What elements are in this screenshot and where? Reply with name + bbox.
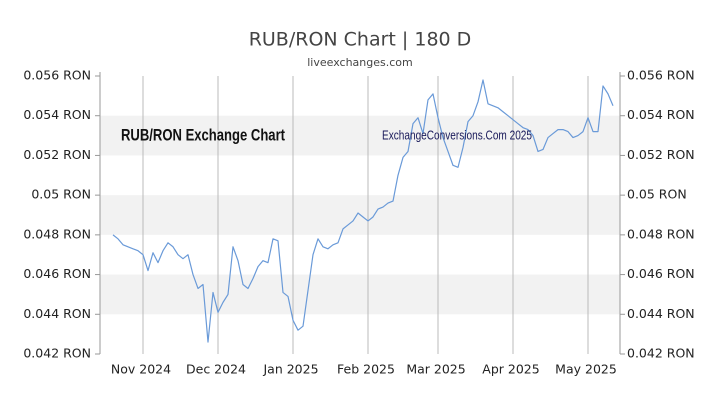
y2-tick-label: 0.042 RON <box>627 346 695 361</box>
y-tick-label: 0.046 RON <box>23 266 91 281</box>
grid-band <box>100 274 620 315</box>
y-tick-label: 0.052 RON <box>23 147 91 162</box>
x-tick-label: Feb 2025 <box>337 362 395 377</box>
x-tick-label: Dec 2024 <box>186 362 246 377</box>
y2-tick-label: 0.044 RON <box>627 306 695 321</box>
x-tick-label: May 2025 <box>555 362 617 377</box>
y2-tick-label: 0.048 RON <box>627 226 695 241</box>
chart-subtitle: liveexchanges.com <box>307 56 412 69</box>
watermark-left: RUB/RON Exchange Chart <box>121 125 285 144</box>
y-tick-label: 0.056 RON <box>23 68 91 83</box>
y2-tick-label: 0.056 RON <box>627 68 695 83</box>
x-tick-label: Jan 2025 <box>262 362 318 377</box>
y-tick-label: 0.054 RON <box>23 107 91 122</box>
y-tick-label: 0.05 RON <box>31 187 91 202</box>
x-tick-label: Apr 2025 <box>482 362 539 377</box>
x-tick-label: Mar 2025 <box>406 362 465 377</box>
y2-tick-label: 0.05 RON <box>627 187 687 202</box>
watermark-right: ExchangeConversions.Com 2025 <box>382 128 532 142</box>
y-tick-label: 0.044 RON <box>23 306 91 321</box>
x-tick-label: Nov 2024 <box>111 362 171 377</box>
y2-tick-label: 0.046 RON <box>627 266 695 281</box>
y2-tick-label: 0.054 RON <box>627 107 695 122</box>
y-tick-label: 0.048 RON <box>23 226 91 241</box>
y-tick-label: 0.042 RON <box>23 346 91 361</box>
chart-title: RUB/RON Chart | 180 D <box>249 29 472 51</box>
y2-tick-label: 0.052 RON <box>627 147 695 162</box>
price-line <box>112 79 614 343</box>
